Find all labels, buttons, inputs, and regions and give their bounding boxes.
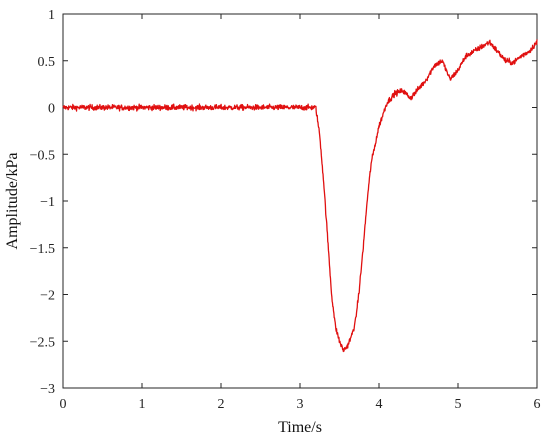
x-tick-label: 1 [139,397,146,412]
y-tick-label: 0 [48,102,55,117]
x-tick-label: 3 [297,397,304,412]
y-tick-label: 1 [48,8,55,23]
y-tick-label: −1.5 [30,242,55,257]
y-tick-label: −2 [40,289,55,304]
series-layer [62,39,538,353]
x-tick-label: 0 [60,397,67,412]
x-tick-label: 6 [534,397,541,412]
y-tick-label: −1 [40,195,55,210]
x-tick-label: 4 [376,397,383,412]
x-axis-title: Time/s [278,419,322,436]
y-tick-label: −0.5 [30,148,55,163]
y-tick-label: −2.5 [30,335,55,350]
x-axis-ticks [62,14,538,388]
y-axis-ticks [63,13,537,389]
y-tick-label: −3 [40,382,55,397]
x-axis-tick-labels: 0 1 2 3 4 5 6 [60,397,541,412]
y-tick-label: 0.5 [38,55,56,70]
plot-background [62,13,538,389]
series-line-0 [62,39,538,353]
x-tick-label: 5 [455,397,462,412]
y-axis-tick-labels: 1 0.5 0 −0.5 −1 −1.5 −2 −2.5 −3 [30,8,55,397]
y-axis-title: Amplitude/kPa [4,153,21,250]
x-tick-label: 2 [218,397,225,412]
